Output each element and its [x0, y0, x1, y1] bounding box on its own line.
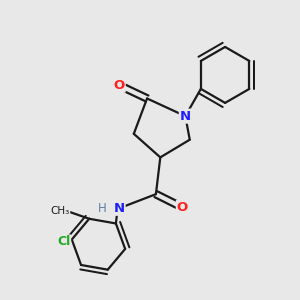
- Text: N: N: [180, 110, 191, 123]
- Text: O: O: [177, 201, 188, 214]
- Text: N: N: [113, 202, 124, 215]
- Text: CH₃: CH₃: [50, 206, 69, 216]
- Text: Cl: Cl: [57, 236, 70, 248]
- Text: O: O: [113, 79, 125, 92]
- Text: H: H: [98, 202, 107, 215]
